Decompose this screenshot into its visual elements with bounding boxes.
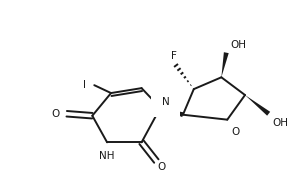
Text: OH: OH	[230, 40, 246, 50]
Polygon shape	[160, 108, 184, 117]
Text: N: N	[161, 96, 169, 106]
Text: N: N	[162, 97, 170, 107]
Text: O: O	[157, 162, 166, 172]
Text: I: I	[84, 80, 86, 90]
Text: NH: NH	[99, 151, 115, 161]
Polygon shape	[221, 52, 229, 77]
Polygon shape	[245, 95, 270, 116]
Text: O: O	[231, 126, 239, 137]
Text: OH: OH	[273, 118, 288, 128]
Text: F: F	[171, 51, 177, 61]
Text: O: O	[52, 109, 60, 119]
